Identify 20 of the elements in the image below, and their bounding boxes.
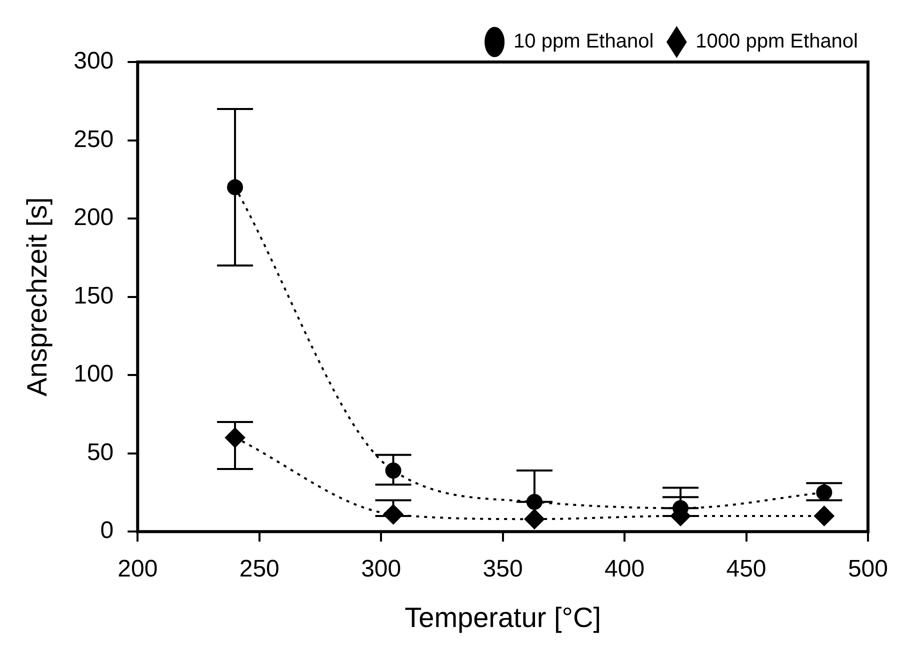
x-tick-label: 400 bbox=[604, 556, 645, 583]
x-tick-label: 350 bbox=[482, 556, 523, 583]
y-tick-label: 0 bbox=[100, 517, 114, 544]
point bbox=[814, 506, 834, 526]
point bbox=[524, 509, 544, 530]
x-tick-label: 300 bbox=[361, 556, 402, 583]
y-tick-label: 50 bbox=[86, 438, 114, 466]
x-tick-label: 250 bbox=[239, 556, 280, 583]
x-axis-title: Temperatur [°C] bbox=[404, 602, 601, 633]
y-tick-label: 100 bbox=[74, 360, 114, 388]
y-tick-label: 300 bbox=[74, 48, 114, 75]
x-tick-label: 500 bbox=[848, 556, 888, 583]
y-tick-label: 250 bbox=[74, 126, 114, 153]
y-tick-label: 150 bbox=[74, 282, 114, 310]
y-axis-title: Ansprechzeit [s] bbox=[22, 197, 53, 396]
x-tick-label: 450 bbox=[726, 556, 766, 583]
legend-label: 1000 ppm Ethanol bbox=[696, 30, 858, 53]
y-tick-label: 200 bbox=[74, 204, 114, 232]
x-tick-label: 200 bbox=[118, 556, 158, 583]
legend-label: 10 ppm Ethanol bbox=[514, 30, 654, 53]
